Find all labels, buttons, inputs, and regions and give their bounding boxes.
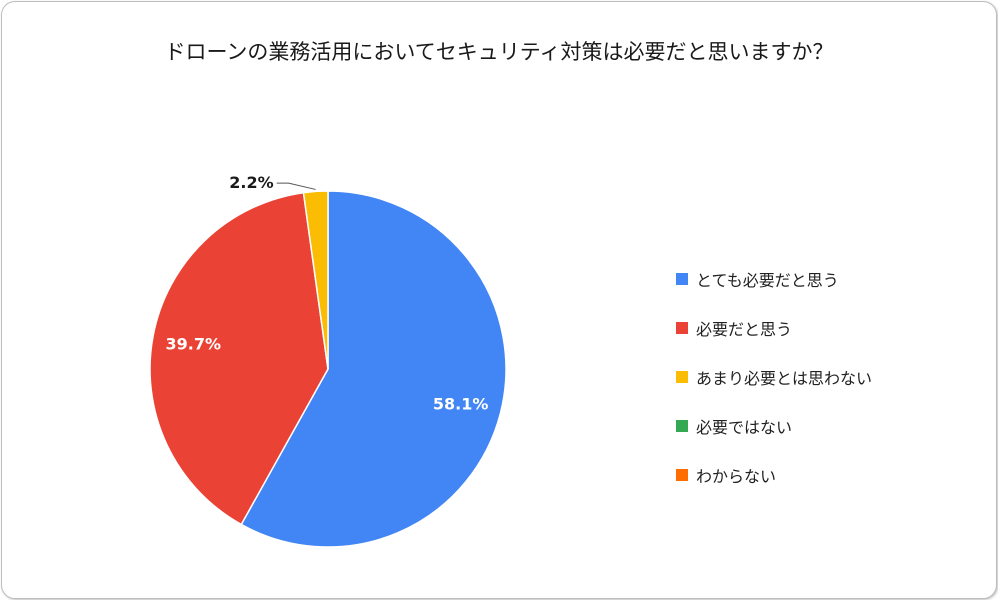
legend-item-2: 必要だと思う <box>676 303 872 352</box>
legend-item-4: 必要ではない <box>676 401 872 450</box>
legend-label: あまり必要とは思わない <box>696 368 873 388</box>
legend-label: 必要ではない <box>696 417 793 437</box>
legend-swatch <box>676 272 688 285</box>
legend-swatch <box>676 419 688 432</box>
pie-slice-2 <box>149 191 329 526</box>
pie-slice-1 <box>240 190 507 548</box>
legend-item-3: あまり必要とは思わない <box>676 352 872 401</box>
leader-line-3 <box>276 182 316 190</box>
chart-title: ドローンの業務活用においてセキュリティ対策は必要だと思いますか？ <box>164 40 834 64</box>
legend-label: 必要だと思う <box>696 319 793 339</box>
data-label-2: 39.7% <box>166 335 222 354</box>
data-label-3: 2.2% <box>229 173 273 192</box>
legend-item-5: わからない <box>676 450 872 499</box>
data-label-1: 58.1% <box>433 395 489 414</box>
legend: とても必要だと思う 必要だと思うあまり必要とは思わない 必要ではない わからない <box>676 254 872 499</box>
legend-item-1: とても必要だと思う <box>676 254 872 303</box>
legend-swatch <box>676 468 688 481</box>
pie-slice-3 <box>302 190 329 370</box>
legend-label: とても必要だと思う <box>696 270 839 290</box>
legend-swatch <box>676 370 688 383</box>
legend-swatch <box>676 321 688 334</box>
legend-label: わからない <box>696 466 777 486</box>
